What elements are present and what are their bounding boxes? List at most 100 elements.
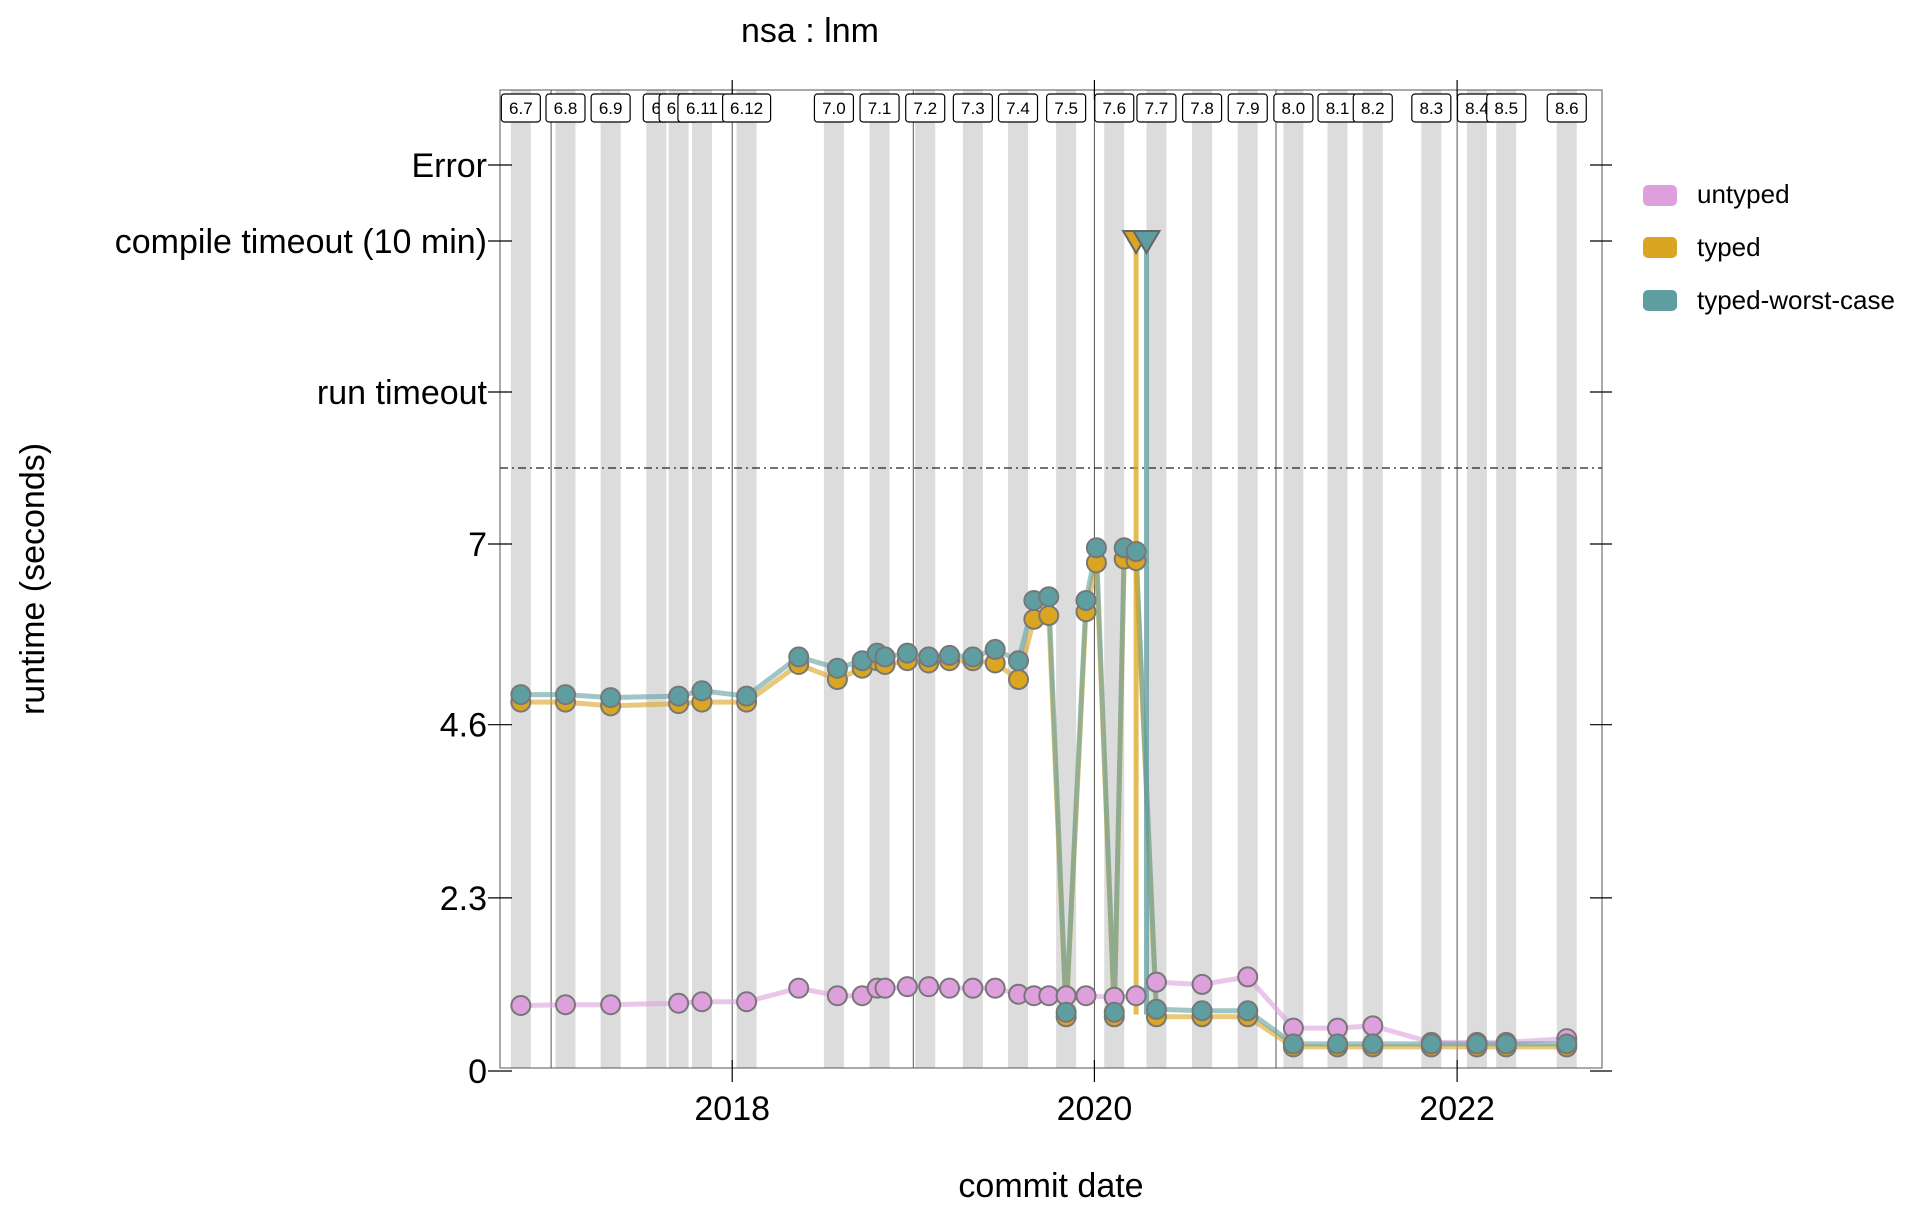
data-point-typed-worst-case [826, 657, 848, 679]
release-band-8.5 [1496, 90, 1517, 1068]
legend-item-typed-worst-case: typed-worst-case [1643, 285, 1895, 315]
y-tick-label: 7 [468, 526, 487, 564]
data-point-typed-worst-case [874, 646, 896, 668]
release-band-6.11 [691, 90, 712, 1068]
data-point-typed-worst-case [510, 684, 532, 706]
release-label-7.8: 7.8 [1190, 99, 1214, 118]
release-bands [510, 90, 1577, 1068]
data-point-untyped [939, 977, 961, 999]
release-label-box-8.6 [1546, 93, 1587, 123]
release-band-6 [646, 90, 667, 1068]
y-tick-label: 2.3 [440, 880, 487, 918]
data-point-typed-worst-case [1038, 586, 1060, 608]
release-band-6.7 [510, 90, 531, 1068]
release-label-box-7.0 [813, 93, 855, 123]
release-label-box-8.0 [1273, 93, 1314, 123]
y-tick-label: run timeout [317, 374, 488, 412]
release-label-7.9: 7.9 [1236, 99, 1260, 118]
release-label-box-7.4 [997, 93, 1039, 123]
release-band-6.12 [736, 90, 757, 1068]
release-label-box-7.3 [952, 93, 993, 123]
data-point-typed-worst-case [918, 646, 940, 668]
data-point-typed-worst-case [691, 680, 713, 702]
release-label-7.1: 7.1 [868, 99, 892, 118]
release-label-box-6.12 [721, 93, 772, 123]
release-band-8.3 [1421, 90, 1442, 1068]
data-point-untyped [510, 995, 532, 1017]
data-point-untyped [962, 977, 984, 999]
legend-label-typed-worst-case: typed-worst-case [1697, 285, 1895, 315]
data-point-typed-worst-case [1556, 1033, 1578, 1055]
y-tick-label: Error [411, 147, 487, 185]
release-label-6.7: 6.7 [509, 99, 533, 118]
axes: 0 2.3 4.6 7 run timeout compile timeout (10 m… [115, 80, 1612, 1128]
data-point-untyped [1362, 1015, 1384, 1037]
data-point-typed-worst-case [1125, 541, 1147, 563]
data-point-untyped [1145, 971, 1167, 993]
compile-timeout-marker-typed-worst-case [1131, 230, 1162, 255]
release-label-7.0: 7.0 [822, 99, 846, 118]
data-point-typed-worst-case [1075, 589, 1097, 611]
legend-label-typed: typed [1697, 232, 1761, 262]
release-label-box-7.8 [1181, 93, 1223, 123]
data-point-typed-worst-case [1327, 1033, 1349, 1055]
data-point-typed-worst-case [1237, 1000, 1259, 1022]
x-tick-label: 2018 [694, 1090, 770, 1128]
release-label-7.3: 7.3 [961, 99, 985, 118]
data-point-typed-worst-case [1282, 1033, 1304, 1055]
data-point-typed-worst-case [1085, 537, 1107, 559]
chart-title: nsa : lnm [741, 12, 879, 50]
release-label-box-6.7 [500, 93, 541, 123]
legend-item-typed: typed [1643, 232, 1761, 262]
release-label-7.6: 7.6 [1102, 99, 1126, 118]
data-point-untyped [918, 976, 940, 998]
y-tick-label: compile timeout (10 min) [115, 223, 487, 261]
release-label-6.8: 6.8 [554, 99, 578, 118]
release-band-7.5 [1056, 90, 1077, 1068]
data-point-typed-worst-case [788, 646, 810, 668]
release-band-7.1 [869, 90, 890, 1068]
data-point-typed-worst-case [1191, 1000, 1213, 1022]
y-tick-label: 0 [468, 1053, 487, 1091]
data-point-typed-worst-case [1495, 1033, 1517, 1055]
data-point-typed-worst-case [939, 644, 961, 666]
x-tick-label: 2022 [1419, 1090, 1495, 1128]
legend: untyped typed typed-worst-case [1643, 179, 1895, 315]
release-label-7.4: 7.4 [1006, 99, 1030, 118]
data-point-untyped [896, 976, 918, 998]
data-point-typed-worst-case [554, 684, 576, 706]
release-band-8.6 [1556, 90, 1577, 1068]
data-point-typed-worst-case [896, 642, 918, 664]
data-point-typed-worst-case [600, 687, 622, 709]
release-band-8.0 [1283, 90, 1304, 1068]
data-point-untyped [788, 977, 810, 999]
release-label-box-7.5 [1046, 93, 1087, 123]
data-point-typed-worst-case [1466, 1033, 1488, 1055]
x-tick-label: 2020 [1057, 1090, 1133, 1128]
data-point-untyped [984, 977, 1006, 999]
data-point-typed [1008, 669, 1030, 691]
release-label-7.5: 7.5 [1054, 99, 1078, 118]
release-label-box-6.8 [545, 93, 586, 123]
release-label-8.3: 8.3 [1419, 99, 1443, 118]
release-band-7.2 [915, 90, 936, 1068]
release-label-box-7.2 [905, 93, 946, 123]
data-point-untyped [1191, 973, 1213, 995]
release-label-box-8.3 [1411, 93, 1452, 123]
release-band-6.8 [555, 90, 576, 1068]
series-points [510, 230, 1578, 1058]
data-point-typed-worst-case [1420, 1033, 1442, 1055]
release-band-8.2 [1362, 90, 1383, 1068]
release-label-6.12: 6.12 [730, 99, 763, 118]
data-point-typed-worst-case [736, 685, 758, 707]
data-point-typed-worst-case [1103, 1001, 1125, 1023]
release-band-7.9 [1237, 90, 1258, 1068]
release-band-7.3 [962, 90, 983, 1068]
release-label-7.2: 7.2 [913, 99, 937, 118]
release-labels: 6.76.86.966.16.116.127.07.17.27.37.47.57… [500, 93, 1587, 123]
release-band-8.1 [1327, 90, 1348, 1068]
plot-frame [499, 89, 1603, 1069]
release-label-8.1: 8.1 [1326, 99, 1350, 118]
data-point-typed-worst-case [1055, 1001, 1077, 1023]
